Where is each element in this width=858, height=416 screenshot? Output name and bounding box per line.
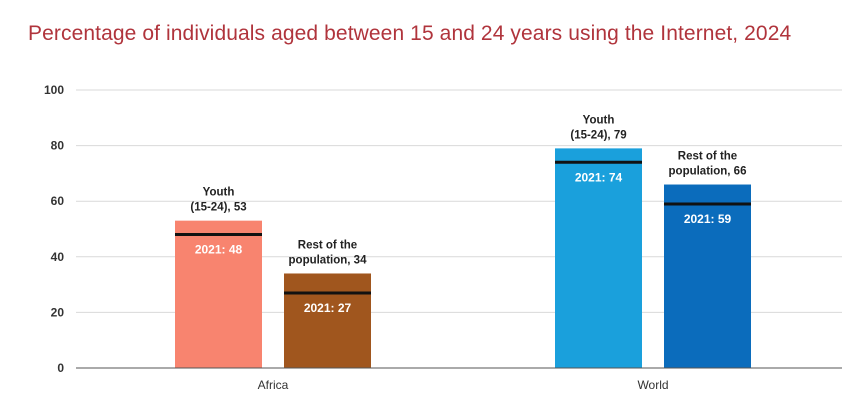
y-tick-label: 100: [44, 83, 64, 97]
y-tick-label: 20: [51, 305, 65, 319]
marker-label-world-youth: 2021: 74: [575, 170, 623, 184]
data-label-world-youth-line2: (15-24), 79: [570, 129, 626, 141]
y-tick-label: 40: [51, 250, 65, 264]
bar-world-rest: [664, 184, 751, 368]
y-tick-label: 80: [51, 139, 65, 153]
x-tick-label-world: World: [637, 378, 668, 392]
y-tick-label: 0: [57, 361, 64, 375]
x-tick-label-africa: Africa: [258, 378, 289, 392]
marker-label-world-rest: 2021: 59: [684, 212, 732, 226]
data-label-world-youth-line1: Youth: [583, 114, 615, 126]
marker-label-africa-youth: 2021: 48: [195, 243, 243, 257]
bar-world-youth: [555, 148, 642, 368]
data-label-africa-rest-line1: Rest of the: [298, 239, 357, 251]
data-label-world-rest-line1: Rest of the: [678, 151, 737, 163]
data-label-africa-youth-line1: Youth: [203, 187, 235, 199]
chart-title: Percentage of individuals aged between 1…: [28, 22, 792, 45]
y-tick-label: 60: [51, 194, 65, 208]
bar-africa-youth: [175, 220, 262, 368]
data-label-africa-rest-line2: population, 34: [289, 254, 368, 266]
marker-label-africa-rest: 2021: 27: [304, 301, 352, 315]
data-label-world-rest-line2: population, 66: [669, 166, 747, 178]
bar-africa-rest: [284, 273, 371, 368]
data-label-africa-youth-line2: (15-24), 53: [190, 202, 246, 214]
